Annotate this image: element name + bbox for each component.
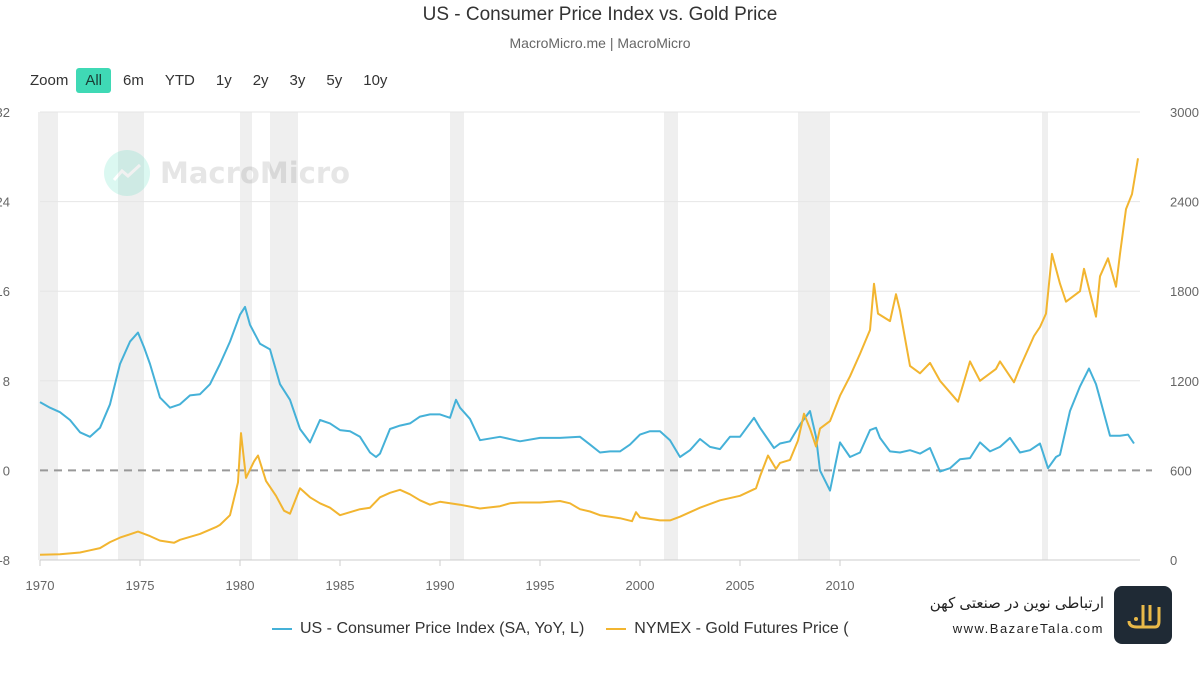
right-axis-tick-label: 1800 bbox=[1170, 284, 1199, 299]
left-axis-tick-label: 8 bbox=[3, 374, 10, 389]
legend-swatch-cpi bbox=[272, 628, 292, 630]
cpi-series-line[interactable] bbox=[39, 305, 1135, 492]
left-axis-tick-label: 16 bbox=[0, 284, 10, 299]
chart-title: US - Consumer Price Index vs. Gold Price bbox=[422, 4, 778, 25]
zoom-button-2y[interactable]: 2y bbox=[252, 71, 269, 89]
x-axis-tick-label: 1975 bbox=[126, 578, 155, 593]
left-axis: -8 0 8 16 24 32 bbox=[0, 105, 10, 568]
legend-item-gold[interactable]: NYMEX - Gold Futures Price ( bbox=[606, 620, 849, 638]
legend-item-cpi[interactable]: US - Consumer Price Index (SA, YoY, L) bbox=[272, 620, 584, 638]
recession-band bbox=[450, 112, 464, 560]
recession-band bbox=[38, 112, 58, 560]
x-axis-tick-label: 1990 bbox=[426, 578, 455, 593]
right-axis: 0 600 1200 1800 2400 3000 bbox=[1170, 105, 1199, 568]
left-axis-tick-label: -8 bbox=[0, 553, 10, 568]
macromicro-watermark: MacroMicro bbox=[104, 150, 350, 196]
chart-legend: US - Consumer Price Index (SA, YoY, L) N… bbox=[272, 620, 871, 638]
zoom-button-10y[interactable]: 10y bbox=[363, 71, 388, 89]
chart-subtitle: MacroMicro.me | MacroMicro bbox=[509, 35, 691, 51]
x-axis-tick-label: 1980 bbox=[226, 578, 255, 593]
x-axis-tick-label: 1985 bbox=[326, 578, 355, 593]
right-axis-tick-label: 1200 bbox=[1170, 374, 1199, 389]
zoom-button-all[interactable]: All bbox=[76, 67, 112, 93]
macromicro-logo-icon bbox=[104, 150, 150, 196]
x-axis-tick-label: 2000 bbox=[626, 578, 655, 593]
recession-band bbox=[664, 112, 678, 560]
legend-label-cpi: US - Consumer Price Index (SA, YoY, L) bbox=[300, 620, 585, 637]
recession-band bbox=[1042, 112, 1048, 560]
zoom-button-1y[interactable]: 1y bbox=[215, 71, 232, 89]
watermark-text: MacroMicro bbox=[160, 156, 351, 190]
x-axis-tick-label: 2005 bbox=[726, 578, 755, 593]
legend-swatch-gold bbox=[606, 628, 627, 630]
x-axis-tick-label: 1995 bbox=[526, 578, 555, 593]
zoom-button-3y[interactable]: 3y bbox=[289, 71, 306, 89]
legend-label-gold: NYMEX - Gold Futures Price ( bbox=[634, 620, 849, 637]
zoom-toolbar: Zoom All 6m YTD 1y 2y 3y 5y 10y bbox=[30, 66, 399, 94]
left-axis-tick-label: 24 bbox=[0, 195, 10, 210]
zoom-button-5y[interactable]: 5y bbox=[326, 71, 343, 89]
gold-series-line[interactable] bbox=[39, 158, 1139, 556]
recession-bands bbox=[38, 112, 1048, 560]
x-axis-tick-label: 1970 bbox=[26, 578, 55, 593]
right-axis-tick-label: 3000 bbox=[1170, 105, 1199, 120]
zoom-button-ytd[interactable]: YTD bbox=[164, 71, 195, 89]
right-axis-tick-label: 600 bbox=[1170, 463, 1192, 478]
zoom-button-6m[interactable]: 6m bbox=[123, 71, 144, 89]
recession-band bbox=[798, 112, 830, 560]
right-axis-tick-label: 2400 bbox=[1170, 195, 1199, 210]
x-axis-tick-label: 2010 bbox=[826, 578, 855, 593]
bazaretala-logo-icon bbox=[1114, 586, 1172, 644]
bazaretala-branding: ارتباطی نوین در صنعتی کهن www.BazareTala… bbox=[930, 586, 1172, 644]
brand-tagline: ارتباطی نوین در صنعتی کهن bbox=[929, 595, 1104, 612]
brand-url[interactable]: www.BazareTala.com bbox=[952, 621, 1104, 636]
recession-band bbox=[270, 112, 298, 560]
left-axis-tick-label: 0 bbox=[3, 463, 10, 478]
zoom-label: Zoom bbox=[30, 71, 69, 89]
x-axis: 1970 1975 1980 1985 1990 1995 2000 2005 2010 bbox=[26, 559, 1140, 593]
right-axis-tick-label: 0 bbox=[1170, 553, 1177, 568]
series-lines[interactable] bbox=[39, 158, 1139, 556]
left-axis-tick-label: 32 bbox=[0, 105, 10, 120]
